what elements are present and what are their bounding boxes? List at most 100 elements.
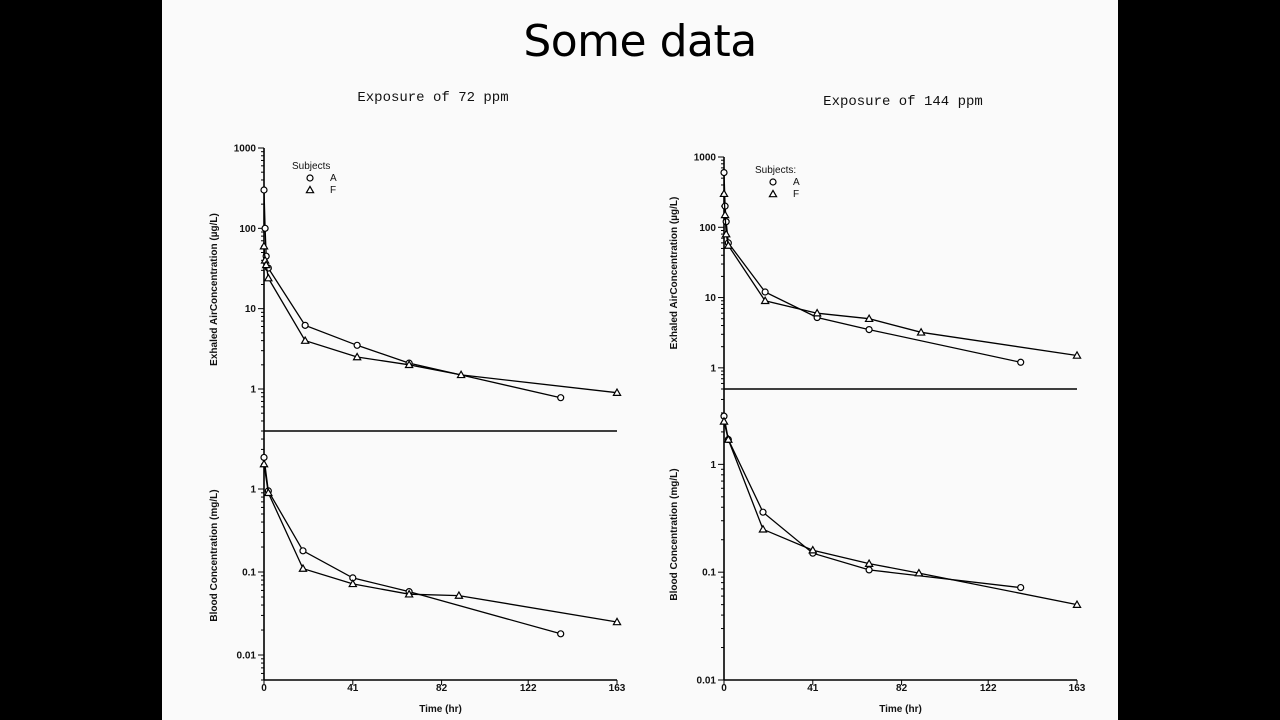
y-tick-label: 10 [705, 293, 717, 304]
y-tick-label: 1 [250, 384, 256, 395]
y-tick-label: 1 [710, 363, 716, 374]
y-tick-label: 0.1 [242, 568, 256, 579]
data-point-A [353, 341, 361, 349]
panel-caption: Exposure of 144 ppm [823, 94, 983, 110]
legend-label-F: F [793, 189, 799, 200]
data-point-F [720, 210, 730, 219]
x-tick-label: 0 [721, 683, 727, 694]
data-point-F [864, 313, 874, 323]
data-point-A [557, 630, 565, 638]
data-point-F [1072, 350, 1082, 359]
slide: Some data [162, 0, 1118, 720]
data-point-F [758, 524, 768, 533]
data-point-A [260, 186, 268, 194]
x-tick-label: 41 [807, 683, 819, 694]
x-tick-label: 122 [980, 683, 997, 694]
data-point-F [1072, 599, 1082, 608]
y-tick-label: 0.1 [702, 568, 716, 579]
series-line-A [263, 189, 561, 399]
legend-marker-A [306, 174, 314, 182]
legend-label-F: F [330, 185, 336, 196]
series-line-A [263, 457, 561, 635]
x-tick-label: 82 [896, 683, 908, 694]
legend-marker-F [305, 185, 315, 194]
y-tick-label: 10 [245, 304, 257, 315]
data-point-A [301, 321, 309, 329]
series-line-F [263, 463, 618, 623]
data-point-F [300, 335, 310, 344]
series-line-F [723, 193, 1078, 357]
y-tick-label: 1000 [234, 144, 257, 155]
data-point-F [914, 568, 924, 577]
legend-marker-F [768, 189, 778, 198]
slide-title: Some data [523, 16, 757, 67]
data-point-F [259, 459, 269, 468]
data-point-A [759, 508, 767, 516]
data-point-F [808, 545, 818, 554]
data-point-A [761, 288, 769, 296]
data-point-A [261, 224, 269, 232]
y-tick-label: 100 [239, 224, 256, 235]
data-point-F [723, 434, 733, 443]
legend-marker-A [769, 178, 777, 186]
legend-label-A: A [793, 177, 800, 188]
x-tick-label: 163 [1069, 683, 1086, 694]
data-point-F [263, 273, 273, 282]
data-point-A [865, 326, 873, 334]
x-tick-label: 163 [609, 683, 626, 694]
data-point-F [719, 188, 729, 198]
x-axis-label: Time (hr) [419, 704, 462, 715]
chart-panel-4: 1 0.1 0.01 Blood Concentration (mg/L) 0 41 82 1… [669, 388, 1086, 715]
data-point-F [348, 579, 358, 588]
data-point-F [263, 488, 273, 497]
x-tick-label: 41 [347, 683, 359, 694]
data-point-F [404, 589, 414, 598]
x-tick-label: 82 [436, 683, 448, 694]
y-tick-label: 1 [250, 485, 256, 496]
data-point-A [720, 168, 728, 177]
data-point-A [557, 394, 565, 402]
y-axis-label: Blood Concentration (mg/L) [669, 468, 680, 600]
x-tick-label: 0 [261, 683, 267, 694]
data-point-F [404, 360, 414, 369]
chart-panel-3: Exposure of 144 ppm 1000 100 10 1 Exhaled Air… [669, 94, 1082, 390]
data-point-F [456, 370, 466, 379]
y-tick-label: 1000 [694, 153, 717, 164]
data-point-F [760, 295, 770, 305]
x-tick-label: 122 [520, 683, 537, 694]
data-point-F [723, 240, 733, 249]
x-axis-label: Time (hr) [879, 704, 922, 715]
data-point-F [719, 416, 729, 425]
legend-label-A: A [330, 173, 337, 184]
legend-title: Subjects [292, 161, 330, 172]
data-point-A [865, 566, 873, 574]
y-tick-label: 0.01 [697, 676, 717, 687]
chart-panel-2: 1 0.1 0.01 Blood Concentration (mg/L) 0 41 82 1… [209, 430, 626, 715]
data-point-F [812, 308, 822, 317]
y-axis-label: Blood Concentration (mg/L) [209, 489, 220, 621]
y-tick-label: 0.01 [237, 651, 257, 662]
data-point-F [298, 563, 308, 572]
data-point-F [454, 590, 464, 599]
data-point-A [299, 547, 307, 555]
data-point-F [864, 558, 874, 567]
y-tick-label: 1 [710, 460, 716, 471]
data-point-F [259, 241, 269, 250]
data-point-F [352, 352, 362, 361]
data-point-F [261, 260, 271, 269]
series-line-A [723, 416, 1021, 589]
legend-title: Subjects: [755, 165, 796, 176]
data-point-A [1017, 358, 1025, 366]
series-line-A [723, 172, 1021, 363]
y-axis-label: Exhaled AirConcentration (µg/L) [209, 213, 220, 366]
chart-panel-1: Exposure of 72 ppm 1000 100 10 1 Exhaled AirC… [209, 90, 622, 432]
data-point-F [612, 387, 622, 396]
panel-caption: Exposure of 72 ppm [357, 90, 508, 106]
series-line-F [263, 246, 618, 394]
y-tick-label: 100 [699, 223, 716, 234]
data-point-A [1017, 583, 1025, 592]
y-axis-label: Exhaled AirConcentration (µg/L) [669, 197, 680, 350]
data-point-F [612, 617, 622, 626]
series-line-F [723, 421, 1078, 606]
